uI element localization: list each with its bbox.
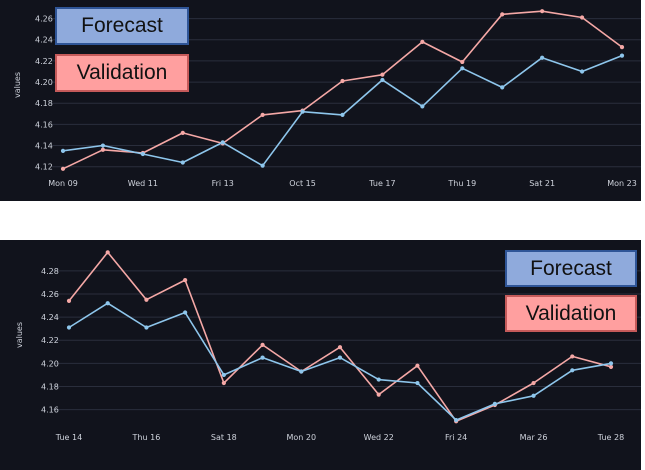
point-validation bbox=[500, 12, 505, 17]
y-tick-label: 4.14 bbox=[35, 142, 53, 151]
x-tick-label: Thu 19 bbox=[447, 179, 476, 188]
point-validation bbox=[180, 130, 185, 135]
point-forecast bbox=[608, 361, 614, 366]
point-forecast bbox=[619, 53, 625, 58]
point-forecast bbox=[340, 112, 345, 117]
point-validation bbox=[380, 72, 385, 77]
point-forecast bbox=[60, 148, 66, 153]
point-forecast bbox=[460, 66, 465, 71]
x-tick-label: Tue 14 bbox=[55, 433, 82, 442]
bottom-legend-forecast: Forecast bbox=[505, 250, 637, 287]
point-forecast bbox=[337, 355, 343, 360]
point-forecast bbox=[540, 55, 545, 60]
x-tick-label: Tue 28 bbox=[597, 433, 624, 442]
point-validation bbox=[260, 112, 265, 117]
point-forecast bbox=[500, 85, 505, 90]
point-forecast bbox=[66, 325, 72, 330]
x-tick-label: Wed 11 bbox=[128, 179, 158, 188]
x-tick-label: Oct 15 bbox=[289, 179, 316, 188]
y-tick-label: 4.18 bbox=[41, 383, 59, 392]
point-forecast bbox=[260, 355, 265, 360]
y-tick-label: 4.22 bbox=[35, 57, 53, 66]
y-tick-label: 4.28 bbox=[41, 267, 59, 276]
y-axis-label: values bbox=[15, 322, 24, 348]
x-tick-label: Sat 18 bbox=[211, 433, 237, 442]
point-validation bbox=[415, 363, 420, 368]
point-validation bbox=[619, 45, 625, 50]
y-tick-label: 4.12 bbox=[35, 163, 53, 172]
point-validation bbox=[144, 297, 149, 302]
point-validation bbox=[337, 345, 343, 350]
point-forecast bbox=[570, 368, 575, 373]
point-forecast bbox=[140, 151, 145, 157]
point-validation bbox=[420, 39, 425, 44]
top-legend-validation: Validation bbox=[55, 54, 189, 92]
x-tick-label: Thu 16 bbox=[132, 433, 161, 442]
point-validation bbox=[221, 380, 226, 386]
point-validation bbox=[570, 354, 575, 359]
top-legend-forecast: Forecast bbox=[55, 7, 189, 45]
point-validation bbox=[540, 9, 545, 14]
point-forecast bbox=[415, 380, 420, 386]
point-forecast bbox=[220, 140, 225, 145]
y-tick-label: 4.18 bbox=[35, 99, 53, 108]
point-forecast bbox=[579, 69, 585, 74]
x-tick-label: Mon 23 bbox=[607, 179, 637, 188]
point-forecast bbox=[376, 377, 381, 382]
point-validation bbox=[100, 147, 106, 152]
x-tick-label: Fri 24 bbox=[445, 433, 467, 442]
x-tick-label: Sat 21 bbox=[529, 179, 555, 188]
point-forecast bbox=[299, 369, 304, 374]
point-forecast bbox=[105, 301, 110, 306]
top-chart-panel: 4.12 4.14 4.16 4.18 4.20 4.22 4.24 4.26 values Mo… bbox=[0, 0, 641, 201]
point-forecast bbox=[420, 104, 425, 109]
y-tick-label: 4.24 bbox=[35, 36, 53, 45]
point-forecast bbox=[183, 310, 188, 315]
point-validation bbox=[531, 380, 536, 386]
bottom-chart-panel: 4.16 4.18 4.20 4.22 4.24 4.26 4.28 values Tue 14… bbox=[0, 240, 641, 470]
y-tick-label: 4.16 bbox=[41, 406, 59, 415]
point-validation bbox=[376, 392, 381, 397]
point-forecast bbox=[380, 77, 385, 83]
point-forecast bbox=[144, 325, 149, 330]
point-validation bbox=[60, 166, 66, 171]
y-tick-label: 4.16 bbox=[35, 120, 53, 129]
y-tick-label: 4.24 bbox=[41, 313, 59, 322]
point-forecast bbox=[221, 372, 226, 378]
point-validation bbox=[340, 78, 345, 84]
x-tick-label: Mar 26 bbox=[520, 433, 548, 442]
y-tick-label: 4.20 bbox=[35, 78, 53, 87]
point-forecast bbox=[454, 417, 459, 423]
x-tick-label: Tue 17 bbox=[368, 179, 395, 188]
y-tick-label: 4.26 bbox=[35, 15, 53, 24]
point-validation bbox=[66, 298, 72, 304]
x-tick-label: Mon 20 bbox=[286, 433, 316, 442]
point-validation bbox=[183, 277, 188, 283]
y-tick-label: 4.22 bbox=[41, 336, 59, 345]
point-forecast bbox=[492, 401, 497, 406]
point-validation bbox=[460, 59, 465, 65]
point-forecast bbox=[260, 163, 265, 168]
point-forecast bbox=[300, 109, 305, 114]
point-forecast bbox=[100, 143, 106, 148]
x-tick-label: Wed 22 bbox=[364, 433, 394, 442]
point-validation bbox=[579, 15, 585, 20]
point-validation bbox=[608, 364, 614, 369]
bottom-legend-validation: Validation bbox=[505, 295, 637, 332]
point-validation bbox=[260, 342, 265, 347]
x-tick-label: Fri 13 bbox=[212, 179, 234, 188]
y-tick-label: 4.26 bbox=[41, 290, 59, 299]
y-tick-label: 4.20 bbox=[41, 359, 59, 368]
x-tick-label: Mon 09 bbox=[48, 179, 78, 188]
point-forecast bbox=[180, 160, 185, 165]
point-forecast bbox=[531, 393, 536, 398]
y-axis-label: values bbox=[13, 72, 22, 98]
point-validation bbox=[105, 250, 110, 255]
